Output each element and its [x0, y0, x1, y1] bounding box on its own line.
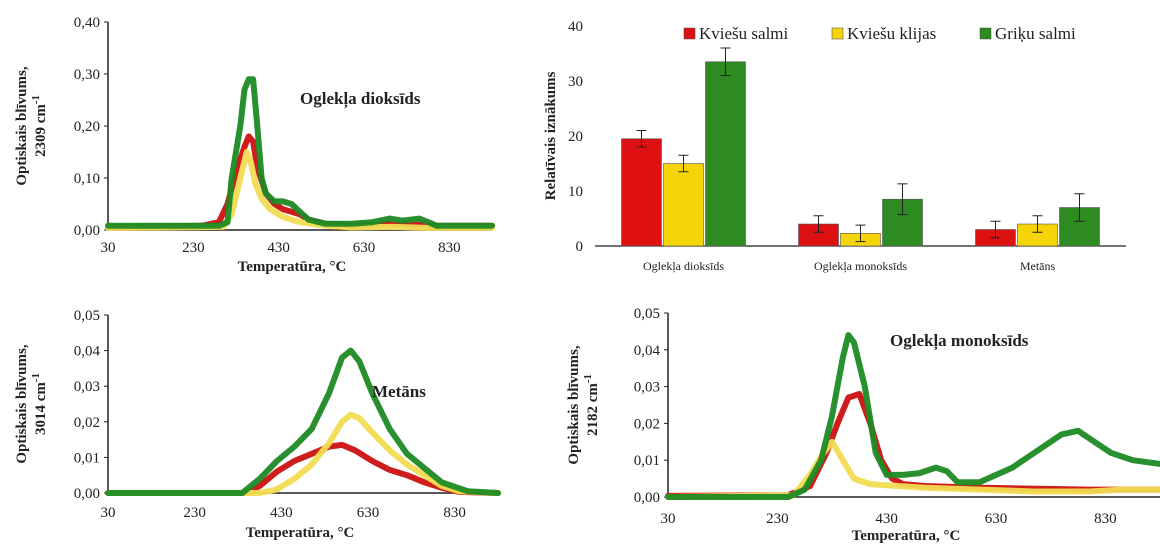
y-axis-title-unit: 3014 cm [33, 382, 49, 435]
series-line-2 [105, 76, 495, 229]
bar [705, 61, 746, 247]
series-line-0 [665, 391, 1160, 499]
y-tick-label: 0,01 [74, 450, 100, 466]
x-axis-title: Temperatūra, °C [238, 259, 347, 275]
y-tick-label: 0,00 [74, 223, 100, 239]
series-line-0 [105, 441, 501, 496]
y-tick-label: 0 [576, 239, 584, 255]
chart-title: Metāns [372, 382, 426, 401]
x-tick-label: 830 [443, 505, 466, 521]
y-axis-title-line1: Optiskais blīvums, [14, 66, 30, 185]
series-line-2 [105, 347, 501, 496]
x-tick-label: 430 [267, 240, 290, 256]
chart-title: Oglekļa monoksīds [890, 331, 1029, 351]
chart-title: Oglekļa dioksīds [300, 89, 421, 109]
y-tick-label: 10 [568, 184, 583, 200]
y-axis-title-unit: 2309 cm [33, 104, 49, 157]
y-tick-label: 0,00 [74, 486, 100, 502]
x-tick-label: 230 [766, 511, 789, 527]
x-tick-label: 630 [357, 505, 380, 521]
line-chart-0: 0,00 0,10 0,20 0,30 0,40 30 230 430 630 830 Oglekļ… [14, 15, 495, 275]
legend-label: Kviešu salmi [699, 24, 789, 43]
legend-label: Griķu salmi [995, 24, 1076, 43]
bar-chart: 0 10 20 30 40 Oglekļa dioksīds Oglekļa monoksī… [543, 19, 1126, 273]
line-chart-3: 0,00 0,01 0,02 0,03 0,04 0,05 30 230 430 630 830 Og… [566, 306, 1160, 544]
legend-swatch [683, 27, 696, 40]
x-tick-label: 30 [101, 505, 116, 521]
y-tick-label: 20 [568, 129, 583, 145]
y-tick-label: 40 [568, 19, 583, 35]
y-tick-label: 0,40 [74, 15, 100, 31]
y-tick-label: 0,20 [74, 119, 100, 135]
x-tick-label: 630 [353, 240, 376, 256]
x-tick-label: 230 [182, 240, 205, 256]
y-tick-label: 30 [568, 74, 583, 90]
y-tick-label: 0,02 [634, 416, 660, 432]
y-tick-label: 0,10 [74, 171, 100, 187]
y-tick-label: 0,03 [74, 379, 100, 395]
y-tick-label: 0,02 [74, 415, 100, 431]
series-line-1 [105, 411, 501, 496]
y-axis-title: Relatīvais iznākums [543, 71, 559, 200]
legend-label: Kviešu klijas [847, 24, 936, 43]
x-tick-label: 630 [985, 511, 1008, 527]
legend-swatch [831, 27, 844, 40]
y-tick-label: 0,04 [74, 344, 101, 360]
y-tick-label: 0,30 [74, 67, 100, 83]
x-tick-label: 230 [183, 505, 206, 521]
y-tick-label: 0,00 [634, 490, 660, 506]
y-axis-title-line2: 2309 cm-1 [30, 95, 49, 157]
line-chart-2: 0,00 0,01 0,02 0,03 0,04 0,05 30 230 430 630 830 Me… [14, 308, 501, 541]
y-axis-title-line2: 3014 cm-1 [30, 373, 49, 435]
legend-swatch [979, 27, 992, 40]
series-line-1 [105, 149, 495, 231]
x-tick-label: 830 [1094, 511, 1117, 527]
y-tick-label: 0,03 [634, 380, 660, 396]
y-axis-title-superscript: -1 [582, 374, 594, 383]
bar [663, 163, 704, 247]
y-axis-title-line1: Optiskais blīvums, [14, 344, 30, 463]
category-label: Metāns [1020, 259, 1056, 273]
x-axis-title: Temperatūra, °C [246, 525, 355, 541]
x-tick-label: 430 [875, 511, 898, 527]
x-tick-label: 30 [661, 511, 676, 527]
series-line-1 [665, 438, 1160, 500]
y-tick-label: 0,05 [634, 306, 660, 322]
x-tick-label: 30 [101, 240, 116, 256]
y-axis-title-superscript: -1 [30, 95, 42, 104]
y-axis-title-line1: Optiskais blīvums, [566, 345, 582, 464]
x-tick-label: 430 [270, 505, 293, 521]
x-axis-title: Temperatūra, °C [852, 528, 961, 544]
bar [621, 138, 662, 247]
y-tick-label: 0,01 [634, 453, 660, 469]
category-label: Oglekļa monoksīds [814, 259, 907, 273]
x-tick-label: 830 [438, 240, 461, 256]
y-tick-label: 0,04 [634, 343, 661, 359]
y-axis-title-superscript: -1 [30, 373, 42, 382]
y-axis-title-line2: 2182 cm-1 [582, 374, 601, 436]
category-label: Oglekļa dioksīds [643, 259, 724, 273]
series-line-2 [665, 332, 1160, 500]
y-axis-title-unit: 2182 cm [585, 383, 601, 436]
y-tick-label: 0,05 [74, 308, 100, 324]
